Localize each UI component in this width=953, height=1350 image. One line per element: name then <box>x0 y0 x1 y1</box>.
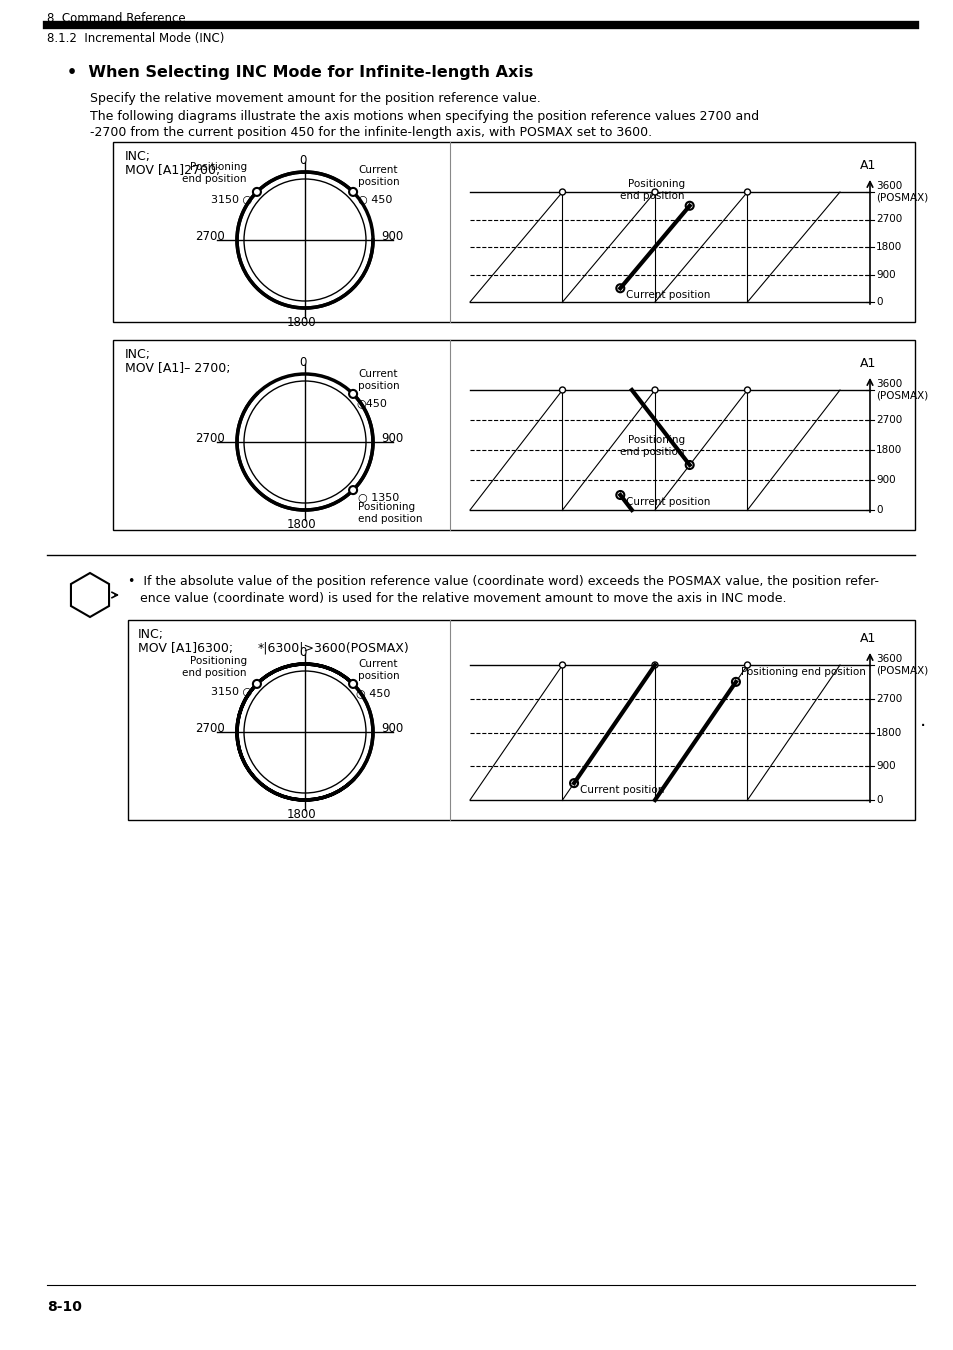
Circle shape <box>685 460 693 468</box>
Text: ○ 450: ○ 450 <box>355 688 390 698</box>
Circle shape <box>558 387 565 393</box>
Circle shape <box>558 189 565 194</box>
Circle shape <box>616 285 623 292</box>
Text: Positioning end position: Positioning end position <box>740 667 865 676</box>
Text: *|6300|>3600(POSMAX): *|6300|>3600(POSMAX) <box>257 643 410 655</box>
Text: ○ 1350: ○ 1350 <box>357 493 399 502</box>
Text: .: . <box>919 710 925 729</box>
Text: 0: 0 <box>875 795 882 805</box>
Text: 8.1.2  Incremental Mode (INC): 8.1.2 Incremental Mode (INC) <box>47 32 224 45</box>
Text: MOV [A1]2700;: MOV [A1]2700; <box>125 163 220 177</box>
Text: 900: 900 <box>875 761 895 771</box>
Text: 900: 900 <box>875 475 895 485</box>
Text: MOV [A1]– 2700;: MOV [A1]– 2700; <box>125 362 231 375</box>
Circle shape <box>731 678 740 686</box>
Text: 2700: 2700 <box>195 721 225 734</box>
Circle shape <box>651 662 658 668</box>
Text: ○450: ○450 <box>355 398 387 408</box>
Text: 0: 0 <box>875 505 882 514</box>
Circle shape <box>253 680 260 688</box>
Text: 1800: 1800 <box>286 518 315 531</box>
Circle shape <box>743 662 750 668</box>
Text: 2700: 2700 <box>195 432 225 444</box>
Text: INFO: INFO <box>75 586 105 595</box>
Text: 3150 ○: 3150 ○ <box>211 194 252 204</box>
Circle shape <box>558 662 565 668</box>
Text: 3150 ○: 3150 ○ <box>211 686 252 695</box>
Text: MOV [A1]6300;: MOV [A1]6300; <box>138 643 233 655</box>
Text: Current position: Current position <box>579 786 663 795</box>
Text: 0: 0 <box>299 356 306 369</box>
Circle shape <box>651 189 658 194</box>
Text: 900: 900 <box>380 432 403 444</box>
Text: INC;: INC; <box>138 628 164 641</box>
Text: 2700: 2700 <box>875 215 902 224</box>
Text: 3600
(POSMAX): 3600 (POSMAX) <box>875 379 927 401</box>
Text: 1800: 1800 <box>875 242 902 252</box>
Circle shape <box>685 201 693 209</box>
Text: 1800: 1800 <box>286 316 315 329</box>
Circle shape <box>616 491 623 500</box>
Bar <box>128 620 914 819</box>
Text: 1800: 1800 <box>875 728 902 737</box>
Circle shape <box>743 387 750 393</box>
Circle shape <box>253 188 260 196</box>
Circle shape <box>349 188 356 196</box>
Text: •  When Selecting INC Mode for Infinite-length Axis: • When Selecting INC Mode for Infinite-l… <box>67 65 533 80</box>
Text: A1: A1 <box>859 632 875 645</box>
Text: The following diagrams illustrate the axis motions when specifying the position : The following diagrams illustrate the ax… <box>90 109 759 123</box>
Text: Current
position: Current position <box>357 165 399 186</box>
Text: 0: 0 <box>299 647 306 659</box>
Circle shape <box>743 189 750 194</box>
Text: Positioning
end position: Positioning end position <box>619 180 684 201</box>
Text: 900: 900 <box>380 230 403 243</box>
Text: Current position: Current position <box>626 290 710 300</box>
Text: Current
position: Current position <box>357 659 399 680</box>
Text: 3600
(POSMAX): 3600 (POSMAX) <box>875 655 927 676</box>
Text: 3600
(POSMAX): 3600 (POSMAX) <box>875 181 927 202</box>
Text: 0: 0 <box>875 297 882 306</box>
Circle shape <box>349 390 356 398</box>
Text: Positioning
end position: Positioning end position <box>619 436 684 458</box>
Polygon shape <box>71 572 109 617</box>
Circle shape <box>651 387 658 393</box>
Text: Current
position: Current position <box>357 370 399 392</box>
Text: INC;: INC; <box>125 150 151 163</box>
Bar <box>112 340 914 531</box>
Text: 900: 900 <box>875 270 895 279</box>
Text: •  If the absolute value of the position reference value (coordinate word) excee: • If the absolute value of the position … <box>128 575 878 589</box>
Text: ○ 450: ○ 450 <box>357 194 392 204</box>
Text: INC;: INC; <box>125 348 151 360</box>
Text: Specify the relative movement amount for the position reference value.: Specify the relative movement amount for… <box>90 92 540 105</box>
Circle shape <box>349 680 356 688</box>
Text: Positioning
end position: Positioning end position <box>357 502 422 524</box>
Text: A1: A1 <box>859 356 875 370</box>
Text: ence value (coordinate word) is used for the relative movement amount to move th: ence value (coordinate word) is used for… <box>128 593 785 605</box>
Text: 0: 0 <box>299 154 306 167</box>
Text: 8  Command Reference: 8 Command Reference <box>47 12 186 26</box>
Text: Current position: Current position <box>626 497 710 508</box>
Circle shape <box>349 486 356 494</box>
Text: Positioning
end position: Positioning end position <box>182 656 247 678</box>
Text: 8-10: 8-10 <box>47 1300 82 1314</box>
Text: 2700: 2700 <box>195 230 225 243</box>
Circle shape <box>570 779 578 787</box>
Bar <box>112 142 914 323</box>
Text: 1800: 1800 <box>875 446 902 455</box>
Text: Positioning
end position: Positioning end position <box>182 162 247 184</box>
Text: A1: A1 <box>859 159 875 171</box>
Text: -2700 from the current position 450 for the infinite-length axis, with POSMAX se: -2700 from the current position 450 for … <box>90 126 652 139</box>
Text: 2700: 2700 <box>875 694 902 703</box>
Text: 2700: 2700 <box>875 414 902 425</box>
Text: 1800: 1800 <box>286 809 315 821</box>
Text: 900: 900 <box>380 721 403 734</box>
